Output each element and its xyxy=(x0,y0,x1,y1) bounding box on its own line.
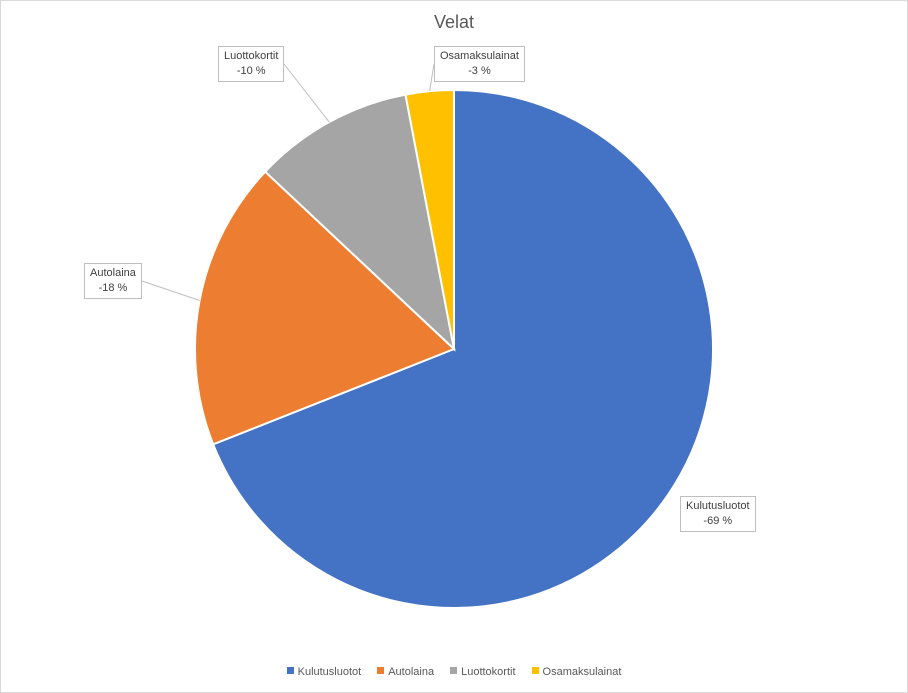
pie-slice-luottokortit xyxy=(263,93,456,352)
data-label-value: -69 % xyxy=(703,515,733,527)
data-label-category: Autolaina xyxy=(90,267,136,279)
leader-line-autolaina xyxy=(141,280,200,301)
legend-swatch xyxy=(450,667,458,674)
legend-swatch xyxy=(286,667,294,674)
leader-line-osamaksulainat xyxy=(429,63,435,92)
legend-label: Kulutusluotot xyxy=(297,666,362,678)
data-label-value: -3 % xyxy=(468,65,491,77)
pie-slice-osamaksulainat xyxy=(404,88,455,350)
legend-item-luottokortit: Luottokortit xyxy=(450,666,516,678)
data-label-category: Kulutusluotot xyxy=(686,500,750,512)
chart-title: Velat xyxy=(433,12,475,32)
data-label-autolaina: Autolaina -18 % xyxy=(84,263,142,299)
data-label-value: -18 % xyxy=(98,282,128,294)
legend-label: Autolaina xyxy=(388,666,435,678)
pie-slice-kulutusluotot xyxy=(211,88,714,609)
legend: Kulutusluotot Autolaina Luottokortit Osamak… xyxy=(0,666,908,678)
data-label-osamaksulainat: Osamaksulainat -3 % xyxy=(434,46,525,82)
legend-label: Luottokortit xyxy=(461,666,516,678)
legend-swatch xyxy=(377,667,385,674)
legend-swatch xyxy=(531,667,539,674)
data-label-value: -10 % xyxy=(236,65,266,77)
legend-item-kulutusluotot: Kulutusluotot xyxy=(286,666,362,678)
legend-label: Osamaksulainat xyxy=(542,666,622,678)
legend-item-autolaina: Autolaina xyxy=(377,666,434,678)
data-label-category: Luottokortit xyxy=(224,50,279,62)
data-label-luottokortit: Luottokortit -10 % xyxy=(218,46,285,82)
legend-item-osamaksulainat: Osamaksulainat xyxy=(531,666,622,678)
leader-line-luottokortit xyxy=(283,63,330,123)
data-label-category: Osamaksulainat xyxy=(440,50,519,62)
data-label-kulutusluotot: Kulutusluotot -69 % xyxy=(680,496,756,532)
